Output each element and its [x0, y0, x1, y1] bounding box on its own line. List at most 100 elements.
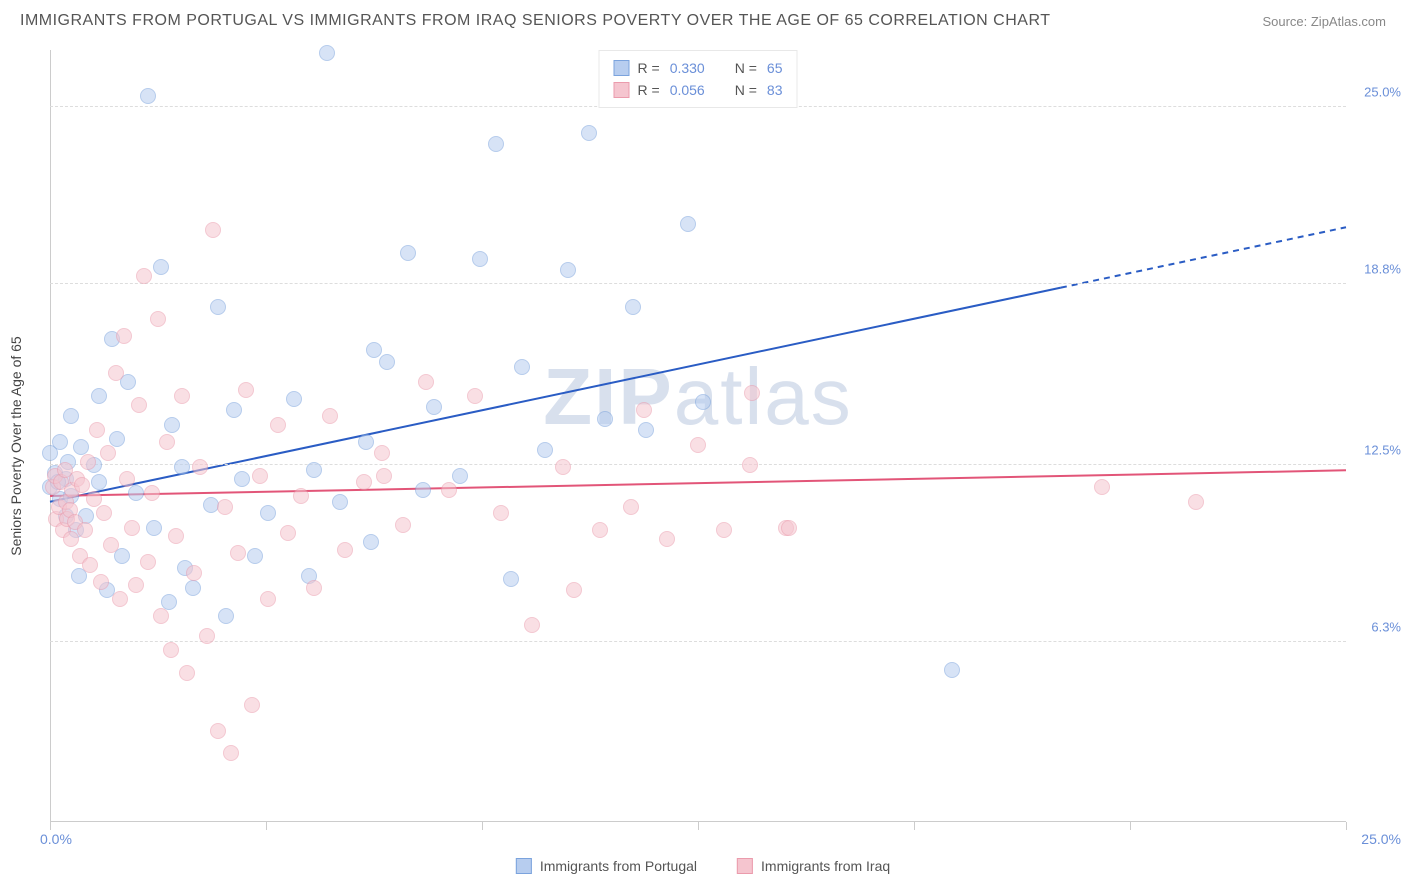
legend-swatch-portugal	[614, 60, 630, 76]
scatter-point-portugal	[400, 245, 416, 261]
scatter-point-portugal	[218, 608, 234, 624]
scatter-point-iraq	[168, 528, 184, 544]
scatter-point-iraq	[467, 388, 483, 404]
scatter-point-portugal	[426, 399, 442, 415]
scatter-point-iraq	[592, 522, 608, 538]
scatter-point-iraq	[93, 574, 109, 590]
scatter-point-portugal	[140, 88, 156, 104]
scatter-point-iraq	[186, 565, 202, 581]
scatter-point-iraq	[395, 517, 411, 533]
scatter-point-portugal	[164, 417, 180, 433]
scatter-point-iraq	[159, 434, 175, 450]
scatter-point-portugal	[363, 534, 379, 550]
scatter-point-portugal	[146, 520, 162, 536]
legend-row-portugal: R = 0.330 N = 65	[614, 57, 783, 79]
scatter-point-iraq	[1094, 479, 1110, 495]
source-value: ZipAtlas.com	[1311, 14, 1386, 29]
scatter-point-iraq	[230, 545, 246, 561]
scatter-point-iraq	[238, 382, 254, 398]
scatter-point-iraq	[337, 542, 353, 558]
scatter-point-portugal	[210, 299, 226, 315]
scatter-point-portugal	[286, 391, 302, 407]
scatter-point-portugal	[581, 125, 597, 141]
scatter-point-iraq	[441, 482, 457, 498]
scatter-point-portugal	[52, 434, 68, 450]
scatter-point-iraq	[306, 580, 322, 596]
n-label: N =	[735, 79, 757, 101]
scatter-point-iraq	[690, 437, 706, 453]
scatter-point-portugal	[247, 548, 263, 564]
scatter-point-portugal	[226, 402, 242, 418]
scatter-point-iraq	[270, 417, 286, 433]
scatter-point-iraq	[136, 268, 152, 284]
scatter-point-iraq	[174, 388, 190, 404]
legend-label-portugal: Immigrants from Portugal	[540, 858, 697, 874]
y-axis-line	[50, 50, 51, 822]
scatter-point-iraq	[1188, 494, 1204, 510]
scatter-point-iraq	[140, 554, 156, 570]
scatter-point-iraq	[244, 697, 260, 713]
scatter-point-portugal	[379, 354, 395, 370]
scatter-point-iraq	[418, 374, 434, 390]
scatter-point-portugal	[488, 136, 504, 152]
scatter-point-iraq	[205, 222, 221, 238]
scatter-point-iraq	[252, 468, 268, 484]
x-tick	[698, 822, 699, 830]
scatter-point-iraq	[163, 642, 179, 658]
scatter-point-iraq	[260, 591, 276, 607]
scatter-point-iraq	[716, 522, 732, 538]
legend-swatch-iraq	[614, 82, 630, 98]
r-label: R =	[638, 79, 660, 101]
legend-swatch-iraq	[737, 858, 753, 874]
scatter-point-portugal	[203, 497, 219, 513]
scatter-point-portugal	[514, 359, 530, 375]
scatter-point-iraq	[100, 445, 116, 461]
scatter-point-iraq	[493, 505, 509, 521]
scatter-point-portugal	[472, 251, 488, 267]
y-tick-label: 12.5%	[1364, 442, 1401, 457]
scatter-point-iraq	[322, 408, 338, 424]
source-citation: Source: ZipAtlas.com	[1262, 14, 1386, 29]
y-gridline	[50, 641, 1346, 642]
scatter-point-iraq	[223, 745, 239, 761]
scatter-point-portugal	[63, 408, 79, 424]
scatter-point-portugal	[452, 468, 468, 484]
scatter-point-iraq	[96, 505, 112, 521]
scatter-point-iraq	[179, 665, 195, 681]
scatter-point-iraq	[192, 459, 208, 475]
scatter-point-portugal	[91, 474, 107, 490]
scatter-point-iraq	[744, 385, 760, 401]
scatter-point-portugal	[638, 422, 654, 438]
scatter-point-portugal	[358, 434, 374, 450]
y-gridline	[50, 464, 1346, 465]
x-origin-label: 0.0%	[40, 831, 72, 847]
x-tick	[482, 822, 483, 830]
y-tick-label: 18.8%	[1364, 262, 1401, 277]
scatter-point-iraq	[82, 557, 98, 573]
scatter-point-portugal	[680, 216, 696, 232]
scatter-point-iraq	[74, 477, 90, 493]
r-label: R =	[638, 57, 660, 79]
y-tick-label: 6.3%	[1371, 619, 1401, 634]
scatter-point-portugal	[153, 259, 169, 275]
n-value-portugal: 65	[767, 57, 783, 79]
scatter-point-iraq	[80, 454, 96, 470]
y-tick-label: 25.0%	[1364, 85, 1401, 100]
scatter-point-iraq	[108, 365, 124, 381]
legend-swatch-portugal	[516, 858, 532, 874]
scatter-point-portugal	[306, 462, 322, 478]
chart-area: ZIPatlas 0.0% 25.0% 6.3%12.5%18.8%25.0% …	[50, 50, 1346, 822]
source-label: Source:	[1262, 14, 1310, 29]
scatter-point-iraq	[623, 499, 639, 515]
plot-region: ZIPatlas 0.0% 25.0% 6.3%12.5%18.8%25.0%	[50, 50, 1346, 822]
legend-row-iraq: R = 0.056 N = 83	[614, 79, 783, 101]
series-legend: Immigrants from Portugal Immigrants from…	[516, 858, 890, 874]
legend-item-iraq: Immigrants from Iraq	[737, 858, 890, 874]
scatter-point-portugal	[91, 388, 107, 404]
scatter-point-portugal	[503, 571, 519, 587]
x-tick	[1346, 822, 1347, 830]
scatter-point-portugal	[625, 299, 641, 315]
x-tick	[266, 822, 267, 830]
scatter-point-portugal	[319, 45, 335, 61]
scatter-point-iraq	[555, 459, 571, 475]
